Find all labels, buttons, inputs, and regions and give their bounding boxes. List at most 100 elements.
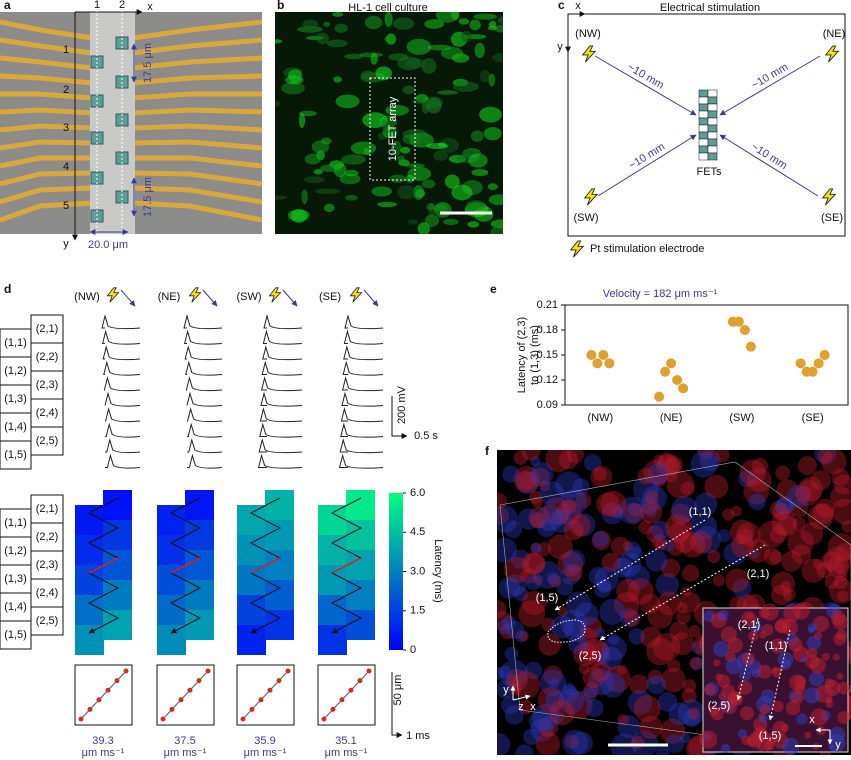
point <box>592 358 603 369</box>
label: (2,5) <box>36 435 59 447</box>
latency-cell <box>265 550 294 580</box>
latency-cell <box>237 565 266 595</box>
fet-cell <box>698 117 709 126</box>
cell-stain <box>593 467 607 481</box>
fet-cell <box>707 96 718 105</box>
electrode-icon <box>349 287 363 303</box>
fit-point <box>205 668 211 674</box>
cell-stain <box>523 728 540 745</box>
cell-stain <box>537 687 564 713</box>
point <box>807 366 818 377</box>
cell-stain <box>688 625 701 638</box>
trace <box>344 314 384 330</box>
fit-point <box>78 716 84 722</box>
cell-stain <box>816 561 833 579</box>
electrode-icon <box>822 188 836 206</box>
latency-cell <box>157 505 186 535</box>
fit-point <box>249 706 255 712</box>
cell-stain <box>549 700 575 726</box>
label: 200 mV <box>396 385 408 424</box>
cell-stain <box>642 485 667 511</box>
cell-stain <box>690 513 717 540</box>
latency-cell <box>157 535 186 565</box>
cell-stain <box>722 508 735 521</box>
label: (1,1) <box>4 517 27 529</box>
cell-stain <box>530 467 550 487</box>
cell-stain <box>763 739 775 751</box>
cell-stain <box>599 652 611 664</box>
fit-point <box>96 697 102 703</box>
trace <box>259 407 303 423</box>
cell-stain <box>499 659 528 688</box>
trace <box>105 438 141 454</box>
cell-stain <box>746 539 770 563</box>
cell-stain <box>497 680 515 699</box>
cell-stain <box>680 481 695 496</box>
cell-stain <box>681 586 692 597</box>
trace <box>340 422 384 438</box>
label: x <box>530 701 536 713</box>
trace <box>339 438 384 454</box>
cell <box>474 42 485 59</box>
trace <box>105 407 141 423</box>
label: ~10 mm <box>750 61 791 92</box>
label: 2 <box>119 0 125 11</box>
latency-cell <box>265 580 294 610</box>
cell-stain <box>827 533 851 561</box>
cell-stain <box>624 610 641 627</box>
fit-point <box>160 716 166 722</box>
cell-stain <box>550 710 565 724</box>
label: 4.5 <box>410 526 425 538</box>
electrode-icon <box>107 287 119 303</box>
latency-cell <box>237 505 266 535</box>
cell-stain <box>833 474 851 495</box>
label: x <box>147 1 153 13</box>
cell-stain <box>563 617 588 642</box>
cell-stain <box>530 718 554 742</box>
cell-stain <box>813 615 830 632</box>
cell-stain <box>661 539 675 552</box>
cell-stain <box>837 570 848 582</box>
cell-stain <box>780 580 792 592</box>
cell <box>390 140 402 156</box>
label: μm ms⁻¹ <box>325 747 368 759</box>
array-outline <box>369 77 416 181</box>
cell-stain <box>676 602 688 613</box>
cell-stain <box>667 538 685 556</box>
cell <box>458 18 470 25</box>
fet-cell <box>698 152 709 161</box>
cell <box>363 147 371 156</box>
cell <box>275 195 288 200</box>
cell <box>494 24 503 33</box>
cell-stain <box>697 450 715 460</box>
panel-label: a <box>4 0 11 12</box>
cell-stain <box>536 504 563 532</box>
label: 0.21 <box>537 299 558 311</box>
cell-stain <box>800 656 808 663</box>
label: y <box>63 238 69 250</box>
fit-line <box>322 669 371 721</box>
fit-point <box>276 678 282 684</box>
cell-stain <box>758 631 767 639</box>
cell-stain <box>497 599 507 619</box>
latency-cell <box>103 490 132 520</box>
cell <box>479 69 491 83</box>
cell-stain <box>591 530 612 551</box>
cell-stain <box>589 651 600 662</box>
fet-cell <box>698 131 709 140</box>
fet-cell <box>698 124 709 133</box>
point <box>654 391 665 402</box>
cell <box>424 19 444 29</box>
cell-stain <box>562 729 588 755</box>
cell-stain <box>809 657 826 674</box>
cell-stain <box>759 714 768 723</box>
cell <box>344 169 359 177</box>
cell-stain <box>749 548 760 559</box>
label: (1,5) <box>536 592 559 604</box>
latency-cell <box>185 580 214 610</box>
trace <box>187 422 223 438</box>
cell <box>402 85 416 95</box>
electrode-icon <box>582 45 596 63</box>
device-box <box>30 314 64 344</box>
